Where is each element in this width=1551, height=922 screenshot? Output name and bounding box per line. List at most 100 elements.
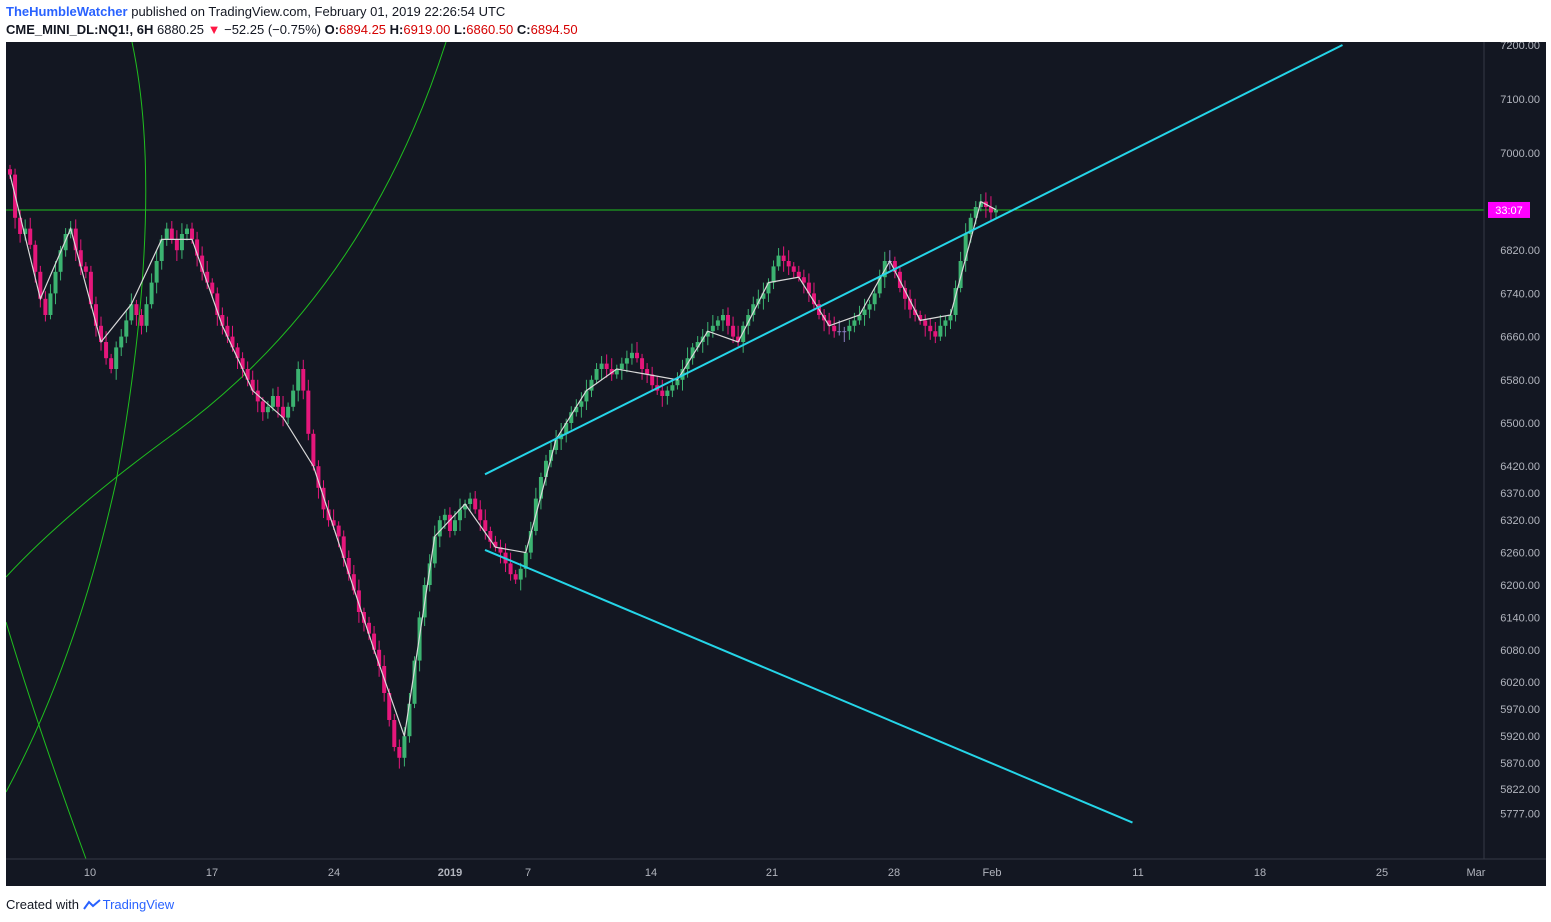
high-label: H: bbox=[389, 22, 404, 37]
candle-body bbox=[943, 320, 948, 326]
candle-body bbox=[351, 574, 356, 591]
price-axis-bg bbox=[1484, 42, 1546, 886]
candle-body bbox=[447, 514, 452, 531]
chart-area[interactable]: 7200.00 7100.00 7000.00 6820.00 6740.00 6660.… bbox=[5, 40, 1546, 886]
candle bbox=[634, 342, 639, 363]
candle bbox=[609, 358, 614, 381]
candle bbox=[806, 273, 811, 303]
candle bbox=[584, 379, 589, 411]
candle-body bbox=[73, 228, 78, 251]
candle-body bbox=[629, 352, 634, 359]
candle-body bbox=[832, 325, 837, 332]
x-tick-label: 21 bbox=[766, 867, 778, 879]
candle-body bbox=[316, 466, 321, 488]
price-axis[interactable]: 7200.00 7100.00 7000.00 6820.00 6740.00 6660.… bbox=[1483, 40, 1546, 886]
time-axis-bg bbox=[6, 859, 1546, 886]
candle-body bbox=[220, 315, 225, 326]
candle bbox=[751, 296, 756, 322]
candle bbox=[554, 430, 559, 455]
candle-body bbox=[281, 406, 286, 418]
candle-body bbox=[159, 239, 164, 261]
candle-body bbox=[58, 250, 63, 272]
candle bbox=[93, 296, 98, 337]
candle-body bbox=[806, 282, 811, 294]
y-tick-label: 5970.00 bbox=[1500, 704, 1540, 716]
down-arrow-icon: ▼ bbox=[207, 22, 221, 37]
candle-body bbox=[205, 271, 210, 283]
price-label-text: 33:07 bbox=[1495, 205, 1523, 217]
symbol-label: CME_MINI_DL:NQ1!, 6H bbox=[6, 22, 154, 37]
time-axis[interactable]: 10 17 24 2019 7 14 21 28 Feb 11 18 25 Mar bbox=[6, 858, 1546, 886]
candle bbox=[902, 280, 907, 310]
candle-body bbox=[650, 374, 655, 386]
close-label: C: bbox=[516, 22, 531, 37]
candles-layer bbox=[8, 164, 998, 769]
brand-link[interactable]: TradingView bbox=[102, 897, 175, 912]
candle-body bbox=[245, 369, 250, 380]
candle bbox=[240, 352, 245, 378]
x-tick-label: 7 bbox=[525, 867, 531, 879]
candle-body bbox=[741, 325, 746, 342]
candle-body bbox=[554, 439, 559, 450]
y-tick-label: 6370.00 bbox=[1500, 488, 1540, 500]
candle bbox=[953, 280, 958, 322]
candle-body bbox=[751, 304, 756, 315]
candle bbox=[387, 688, 392, 727]
candle-body bbox=[720, 315, 725, 321]
candle bbox=[291, 384, 296, 412]
candle bbox=[736, 325, 741, 347]
candle bbox=[210, 278, 215, 298]
x-tick-label: 2019 bbox=[438, 867, 462, 879]
candle-body bbox=[286, 406, 291, 418]
candle bbox=[377, 640, 382, 677]
candle bbox=[720, 309, 725, 332]
candle-body bbox=[169, 228, 174, 240]
candle-body bbox=[640, 358, 645, 369]
candle bbox=[225, 316, 230, 344]
candle-body bbox=[948, 315, 953, 321]
candle-body bbox=[933, 331, 938, 337]
zigzag-layer bbox=[9, 174, 997, 737]
candle-body bbox=[296, 369, 301, 391]
candle-body bbox=[164, 228, 169, 240]
candle-body bbox=[675, 379, 680, 386]
y-tick-label: 5822.00 bbox=[1500, 784, 1540, 796]
candle bbox=[761, 282, 766, 310]
candlestick-chart[interactable]: 7200.00 7100.00 7000.00 6820.00 6740.00 6660.… bbox=[5, 40, 1546, 886]
author-link[interactable]: TheHumbleWatcher bbox=[6, 4, 128, 19]
candle-body bbox=[53, 271, 58, 294]
candle-body bbox=[528, 531, 533, 553]
y-tick-label: 5870.00 bbox=[1500, 758, 1540, 770]
candle bbox=[877, 269, 882, 298]
y-tick-label: 6660.00 bbox=[1500, 332, 1540, 344]
candle-body bbox=[38, 271, 43, 299]
y-tick-label: 7100.00 bbox=[1500, 94, 1540, 106]
candle-body bbox=[786, 261, 791, 267]
candle-body bbox=[18, 217, 23, 234]
candle bbox=[796, 265, 801, 282]
candle-body bbox=[705, 331, 710, 337]
candle-body bbox=[624, 358, 629, 364]
candle bbox=[731, 316, 736, 344]
candle bbox=[741, 321, 746, 353]
candle-body bbox=[523, 552, 528, 569]
candle-body bbox=[402, 736, 407, 758]
candle-body bbox=[260, 401, 265, 413]
candle bbox=[78, 239, 83, 276]
candle-body bbox=[690, 347, 695, 359]
candle-body bbox=[93, 304, 98, 326]
candle bbox=[73, 219, 78, 261]
candle-body bbox=[736, 336, 741, 342]
candle-body bbox=[154, 261, 159, 283]
candle-body bbox=[306, 390, 311, 434]
gann-arc-0 bbox=[5, 41, 147, 793]
candle-body bbox=[564, 423, 569, 434]
y-tick-label: 6580.00 bbox=[1500, 375, 1540, 387]
candle bbox=[468, 492, 473, 511]
candle-body bbox=[88, 271, 93, 305]
candle bbox=[933, 322, 938, 344]
candle-body bbox=[710, 325, 715, 332]
candle-body bbox=[336, 525, 341, 537]
candle-body bbox=[761, 293, 766, 299]
candle bbox=[346, 550, 351, 581]
